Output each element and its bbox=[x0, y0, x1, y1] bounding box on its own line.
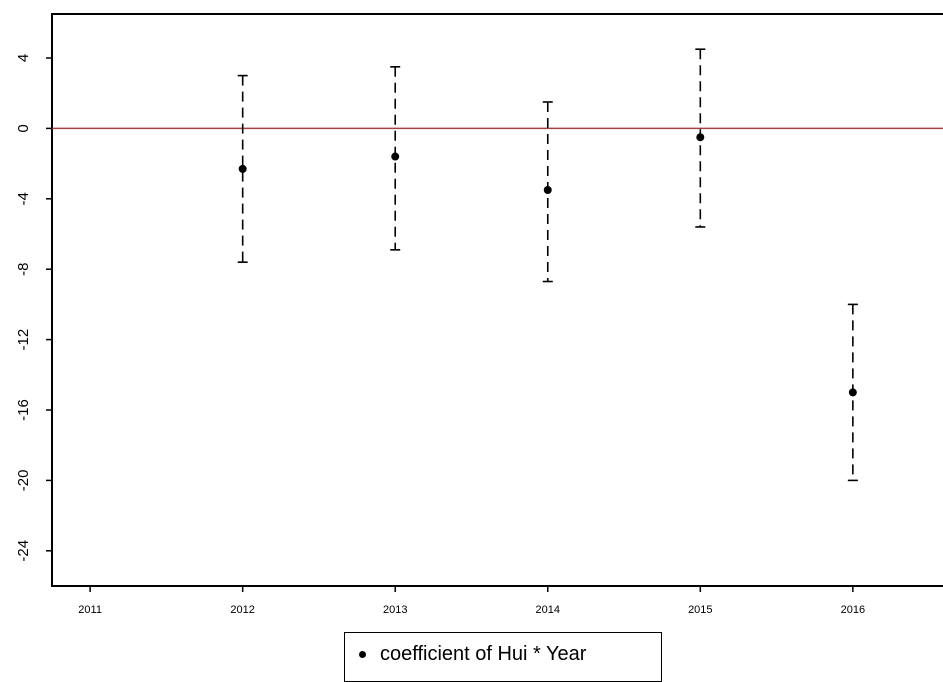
legend-label: coefficient of Hui * Year bbox=[380, 643, 587, 665]
y-tick-label: -8 bbox=[15, 263, 32, 276]
x-axis: 2011 2012 2013 2014 2015 2016 bbox=[78, 586, 865, 616]
y-tick-label: -24 bbox=[15, 540, 32, 562]
legend-marker-dot bbox=[359, 651, 366, 658]
error-bar-marks bbox=[237, 48, 858, 482]
x-tick-label: 2012 bbox=[230, 604, 254, 616]
y-tick-label: -16 bbox=[15, 399, 32, 421]
coefficient-point bbox=[848, 388, 857, 397]
coefficient-point bbox=[696, 133, 705, 142]
y-tick-label: -20 bbox=[15, 470, 32, 492]
x-tick-label: 2015 bbox=[688, 604, 712, 616]
legend: coefficient of Hui * Year bbox=[344, 632, 662, 682]
x-tick-label: 2014 bbox=[536, 604, 560, 616]
y-tick-label: -4 bbox=[15, 192, 32, 205]
coefficient-point bbox=[543, 186, 552, 194]
y-tick-label: -12 bbox=[15, 329, 32, 351]
x-tick-label: 2016 bbox=[841, 604, 865, 616]
y-tick-label: 4 bbox=[15, 54, 32, 62]
x-tick-label: 2011 bbox=[78, 604, 102, 616]
x-tick-label: 2013 bbox=[383, 604, 407, 616]
y-axis: 4 0 -4 -8 -12 -16 -20 -24 bbox=[15, 54, 52, 562]
coefficient-point bbox=[391, 152, 400, 161]
plot-frame bbox=[51, 13, 943, 587]
y-tick-label: 0 bbox=[15, 124, 32, 132]
coefficient-point bbox=[238, 164, 247, 173]
